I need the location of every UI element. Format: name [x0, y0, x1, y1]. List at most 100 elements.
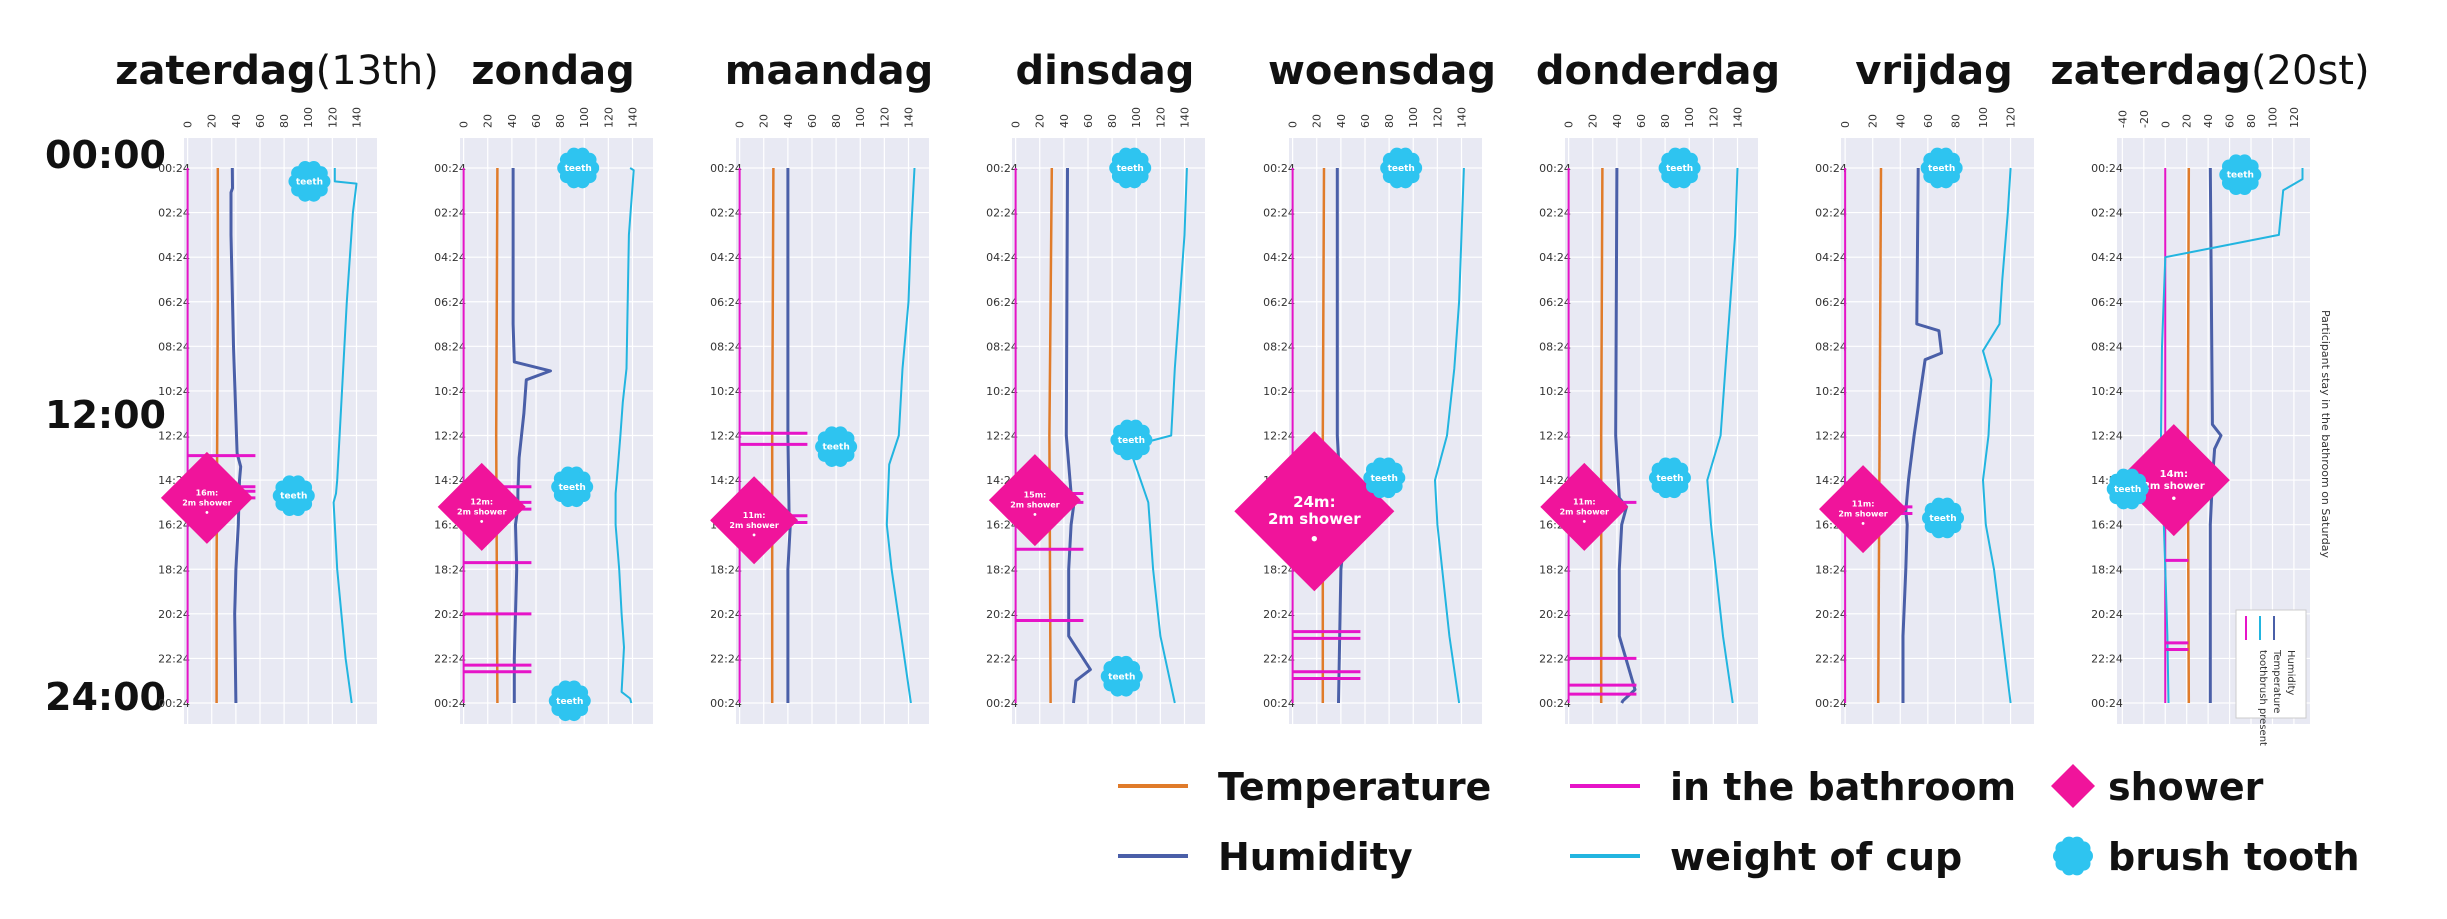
day-name: zondag	[471, 48, 635, 94]
cup-weight-line	[1434, 167, 1465, 704]
y-tick-label: 08:24	[1263, 340, 1295, 353]
x-tick-label: 80	[830, 114, 843, 128]
y-tick-label: 00:24	[434, 697, 466, 710]
brush-core	[2224, 158, 2257, 191]
y-tick-label: 22:24	[710, 652, 742, 665]
x-tick-label: 60	[1359, 114, 1372, 128]
shower-label: 14m:	[2160, 469, 2188, 480]
shower-dot: •	[479, 517, 484, 526]
inner-legend-label: Temperature	[2271, 649, 2282, 713]
temperature-line	[770, 167, 775, 703]
y-tick-label: 00:24	[710, 162, 742, 175]
x-tick-label: 80	[1106, 114, 1119, 128]
brush-core	[1927, 501, 1960, 534]
x-tick-label: 80	[2245, 114, 2258, 128]
day-panel: zaterdag(13th) 0 20 40 60 80 100 120 140 00:24 02:…	[115, 48, 439, 724]
brush-label: teeth	[565, 164, 592, 174]
day-panel: zaterdag(20st) -40 -20 0 20 40 60 80 100 120 00:24…	[2050, 48, 2369, 746]
y-tick-label: 08:24	[158, 340, 190, 353]
brush-label: teeth	[1929, 514, 1956, 524]
y-tick-label: 06:24	[2091, 296, 2123, 309]
temperature-line	[1876, 167, 1883, 704]
brush-tooth-marker: teeth	[1920, 147, 1963, 189]
brush-tooth-marker: teeth	[1110, 419, 1153, 461]
shower-marker	[1819, 465, 1908, 554]
day-title: maandag	[725, 48, 933, 94]
y-tick-label: 16:24	[2091, 519, 2123, 532]
day-title: dinsdag	[1016, 48, 1195, 94]
y-tick-label: 18:24	[1539, 563, 1571, 576]
day-title: woensdag	[1268, 48, 1496, 94]
day-name: woensdag	[1268, 48, 1496, 94]
y-tick-label: 08:24	[710, 340, 742, 353]
inner-legend	[2235, 609, 2307, 719]
x-tick-label: -20	[2138, 110, 2151, 128]
shower-dot: •	[1860, 520, 1865, 529]
x-tick-label: 120	[878, 107, 891, 128]
day-name: donderdag	[1536, 48, 1780, 94]
x-tick-label: 120	[2288, 107, 2301, 128]
humidity-line	[511, 168, 552, 703]
x-tick-label: 60	[806, 114, 819, 128]
cup-weight-line	[885, 167, 916, 704]
x-tick-label: 140	[350, 107, 363, 128]
y-tick-label: 08:24	[434, 340, 466, 353]
x-tick-label: 0	[1287, 121, 1300, 128]
x-tick-label: 60	[254, 114, 267, 128]
legend-label-humidity: Humidity	[1218, 835, 1413, 879]
y-tick-label: 14:24	[1539, 474, 1571, 487]
day-title: donderdag	[1536, 48, 1780, 94]
legend-label-temperature: Temperature	[1218, 765, 1491, 809]
plot-area	[1289, 138, 1482, 724]
y-tick-label: 12:24	[1263, 430, 1295, 443]
shower-dot: •	[1032, 511, 1037, 520]
shower-marker	[160, 451, 253, 544]
x-tick-label: 80	[1659, 114, 1672, 128]
brush-core	[2058, 841, 2088, 871]
y-tick-label: 22:24	[2091, 652, 2123, 665]
shower-marker	[710, 476, 799, 565]
brush-tooth-marker: teeth	[557, 147, 600, 189]
y-tick-label: 22:24	[1815, 652, 1847, 665]
brush-tooth-marker: teeth	[1658, 147, 1701, 189]
x-tick-label: 120	[602, 107, 615, 128]
temperature-line	[2186, 167, 2191, 704]
y-tick-label: 08:24	[1815, 340, 1847, 353]
x-tick-label: 0	[458, 121, 471, 128]
day-title: zondag	[471, 48, 635, 94]
x-tick-label: 20	[1587, 114, 1600, 128]
y-tick-label: 02:24	[710, 207, 742, 220]
x-tick-label: 120	[1707, 107, 1720, 128]
y-tick-label: 18:24	[1263, 563, 1295, 576]
brush-core	[2111, 473, 2144, 505]
x-tick-label: 120	[1154, 107, 1167, 128]
day-name: zaterdag	[2050, 48, 2251, 94]
y-tick-label: 04:24	[1539, 251, 1571, 264]
shower-label: 12m:	[470, 497, 493, 506]
y-tick-label: 00:24	[986, 697, 1018, 710]
day-panels: zaterdag(13th)0 20 40 60 80 100 120 14000:2402:…	[115, 48, 2369, 746]
x-tick-label: 0	[1563, 121, 1576, 128]
y-tick-label: 02:24	[1539, 207, 1571, 220]
temperature-line	[1599, 167, 1604, 703]
brush-label: teeth	[1388, 164, 1415, 174]
y-tick-label: 00:24	[434, 162, 466, 175]
brush-tooth-marker: teeth	[1922, 497, 1965, 539]
day-panel: vrijdag 0 20 40 60 80 100 120 00:24 02:24 04:24 06:…	[1815, 48, 2034, 724]
x-tick-label: 20	[1311, 114, 1324, 128]
shower-label: 15m:	[1024, 491, 1047, 500]
x-tick-label: -40	[2116, 110, 2129, 128]
inner-legend-label: Humidity	[2285, 650, 2296, 695]
shower-label: 2m shower	[1010, 501, 1059, 510]
brush-tooth-marker: teeth	[1363, 457, 1406, 499]
y-tick-label: 06:24	[1263, 296, 1295, 309]
x-tick-label: 40	[506, 114, 519, 128]
x-tick-label: 40	[782, 114, 795, 128]
x-tick-label: 100	[1683, 107, 1696, 128]
brush-core	[556, 470, 589, 503]
legend-label-brush: brush tooth	[2108, 835, 2360, 879]
x-tick-label: 140	[902, 107, 915, 128]
y-tick-label: 12:24	[2091, 430, 2123, 443]
x-tick-label: 80	[1383, 114, 1396, 128]
shower-label: 2m shower	[457, 507, 506, 516]
